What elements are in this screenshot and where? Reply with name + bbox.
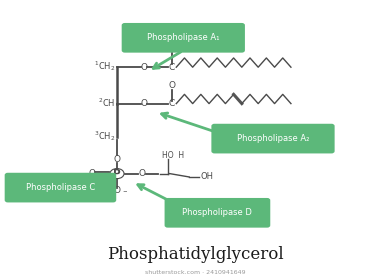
- Text: Phospholipase A₁: Phospholipase A₁: [147, 33, 220, 42]
- Text: O: O: [168, 81, 175, 90]
- FancyBboxPatch shape: [211, 124, 335, 153]
- FancyBboxPatch shape: [165, 198, 270, 228]
- Text: $^{-}$: $^{-}$: [122, 188, 129, 197]
- Text: Phospholipase D: Phospholipase D: [183, 208, 252, 217]
- Text: O: O: [113, 155, 121, 164]
- FancyBboxPatch shape: [5, 173, 116, 202]
- Text: Phospholipase C: Phospholipase C: [26, 183, 95, 192]
- Text: O: O: [88, 169, 95, 178]
- Text: Phosphatidylglycerol: Phosphatidylglycerol: [107, 246, 283, 263]
- Text: O: O: [168, 45, 175, 54]
- Text: OH: OH: [200, 172, 213, 181]
- FancyBboxPatch shape: [122, 23, 245, 53]
- Text: O: O: [141, 99, 148, 108]
- Text: P: P: [113, 169, 121, 179]
- Text: $^2$CH: $^2$CH: [98, 97, 115, 109]
- Text: C: C: [168, 63, 175, 72]
- Text: shutterstock.com · 2410941649: shutterstock.com · 2410941649: [145, 270, 245, 276]
- Text: HO  H: HO H: [163, 151, 184, 160]
- Text: O: O: [139, 169, 146, 178]
- Text: C: C: [168, 99, 175, 108]
- Text: $^3$CH$_2$: $^3$CH$_2$: [94, 129, 115, 143]
- Text: $^1$CH$_2$: $^1$CH$_2$: [94, 59, 115, 73]
- Text: O: O: [113, 186, 121, 195]
- Text: Phospholipase A₂: Phospholipase A₂: [237, 134, 309, 143]
- Text: O: O: [141, 63, 148, 72]
